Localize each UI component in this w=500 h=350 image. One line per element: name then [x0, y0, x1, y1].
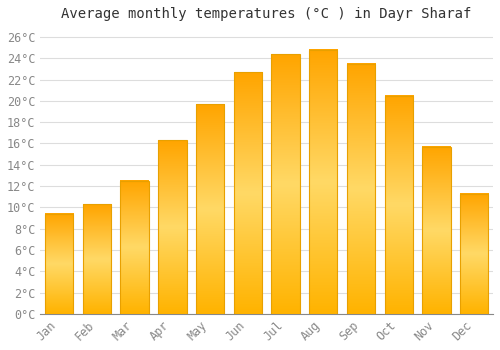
Bar [120, 181, 149, 314]
Title: Average monthly temperatures (°C ) in Dayr Sharaf: Average monthly temperatures (°C ) in Da… [62, 7, 472, 21]
Bar [158, 140, 186, 314]
Bar [272, 54, 299, 314]
Bar [460, 194, 488, 314]
Bar [234, 72, 262, 314]
Bar [309, 50, 338, 314]
Bar [384, 96, 413, 314]
Bar [422, 147, 450, 314]
Bar [45, 214, 74, 314]
Bar [196, 104, 224, 314]
Bar [83, 204, 111, 314]
Bar [347, 64, 375, 314]
